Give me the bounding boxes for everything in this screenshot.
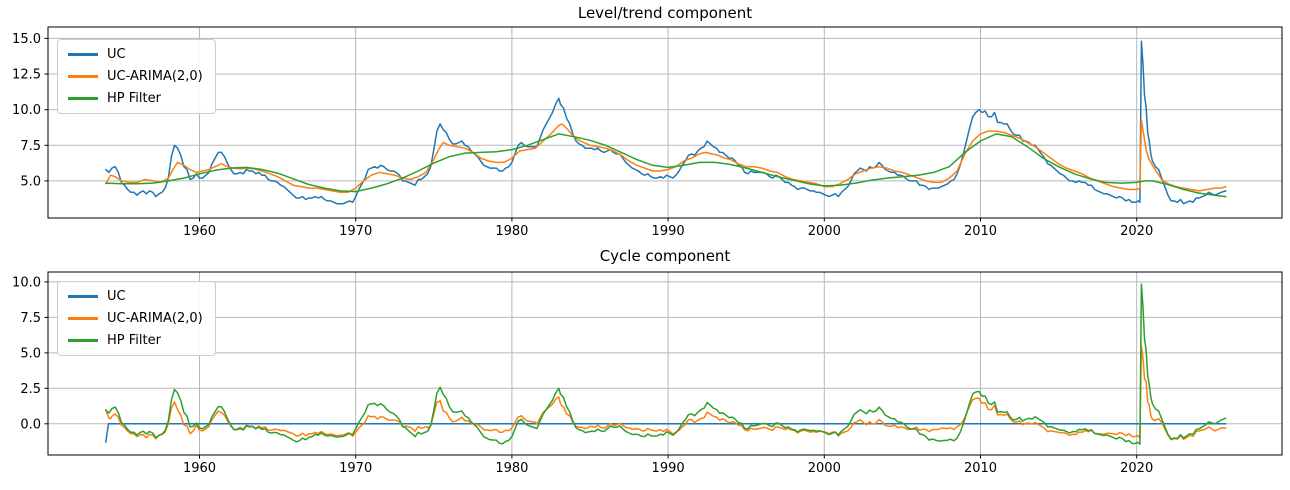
panel-0-series	[105, 40, 1227, 205]
legend-label-uc-arima: UC-ARIMA(2,0)	[107, 311, 203, 326]
panel-0-ticks: 1960 1970 1980 1990 2000 2010 2020 5.0 7.5 10.0 12…	[12, 32, 1153, 239]
legend-item-hp-filter: HP Filter	[68, 333, 203, 348]
panel-1-y-tick-label: 10.0	[12, 275, 41, 290]
panel-1-x-tick-label: 2020	[1120, 461, 1153, 476]
panel-0-y-tick-label: 5.0	[20, 174, 41, 189]
panel-0-hp-filter-line	[105, 133, 1227, 198]
panel-1-y-tick-label: 5.0	[20, 346, 41, 361]
panel-0-uc-arima-2-0-line	[105, 118, 1227, 194]
legend-item-uc-arima: UC-ARIMA(2,0)	[68, 311, 203, 326]
panel-1-spines	[47, 271, 1283, 456]
panel-0-x-tick-label: 2010	[964, 224, 997, 239]
uc-line-swatch	[68, 295, 98, 298]
panel-1-uc-line	[105, 423, 1227, 443]
panel-1-y-tick-label: 7.5	[20, 311, 41, 326]
panel-0-x-tick-label: 1970	[339, 224, 372, 239]
panel-0-x-tick-label: 1980	[495, 224, 528, 239]
panel-0-y-tick-label: 15.0	[12, 32, 41, 47]
panel-0-y-tick-label: 7.5	[20, 139, 41, 154]
legend-item-uc: UC	[68, 289, 203, 304]
panel-1-x-tick-label: 2010	[964, 461, 997, 476]
uc-arima-line-swatch	[68, 75, 98, 78]
panel-0-x-tick-label: 1960	[183, 224, 216, 239]
panel-1-y-tick-label: 2.5	[20, 382, 41, 397]
panel-0-y-tick-label: 10.0	[12, 103, 41, 118]
cycle-panel-title: Cycle component	[599, 247, 731, 265]
panel-0-x-tick-label: 2000	[808, 224, 841, 239]
hp-filter-line-swatch	[68, 339, 98, 342]
legend-label-uc-arima: UC-ARIMA(2,0)	[107, 69, 203, 84]
level-trend-panel-title: Level/trend component	[577, 4, 753, 22]
panel-1-uc-arima-2-0-line	[105, 345, 1227, 441]
panel-1-x-tick-label: 1960	[183, 461, 216, 476]
legend-label-hp-filter: HP Filter	[107, 333, 161, 348]
panel-1-x-tick-label: 2000	[808, 461, 841, 476]
panel-0-x-tick-label: 2020	[1120, 224, 1153, 239]
legend-label-uc: UC	[107, 289, 126, 304]
hp-filter-line-swatch	[68, 97, 98, 100]
legend-label-uc: UC	[107, 47, 126, 62]
legend-item-hp-filter: HP Filter	[68, 91, 203, 106]
panel-1-y-tick-label: 0.0	[20, 417, 41, 432]
legend-item-uc-arima: UC-ARIMA(2,0)	[68, 69, 203, 84]
panel-0-spines	[47, 26, 1283, 219]
panel-0-x-tick-label: 1990	[652, 224, 685, 239]
panel-1-hp-filter-line	[105, 283, 1227, 445]
panel-0-gridlines	[48, 27, 1282, 218]
level-trend-legend: UC UC-ARIMA(2,0) HP Filter	[57, 39, 216, 114]
panel-1-series	[105, 283, 1227, 445]
panel-1-x-tick-label: 1990	[652, 461, 685, 476]
legend-label-hp-filter: HP Filter	[107, 91, 161, 106]
panel-0-uc-line	[105, 40, 1227, 205]
panel-1-x-tick-label: 1980	[495, 461, 528, 476]
panel-1-x-tick-label: 1970	[339, 461, 372, 476]
uc-arima-line-swatch	[68, 317, 98, 320]
uc-line-swatch	[68, 53, 98, 56]
legend-item-uc: UC	[68, 47, 203, 62]
panel-0-y-tick-label: 12.5	[12, 68, 41, 83]
cycle-legend: UC UC-ARIMA(2,0) HP Filter	[57, 281, 216, 356]
panel-1-ticks: 1960 1970 1980 1990 2000 2010 2020 0.0 2.5 5.0 7.5…	[12, 275, 1153, 476]
